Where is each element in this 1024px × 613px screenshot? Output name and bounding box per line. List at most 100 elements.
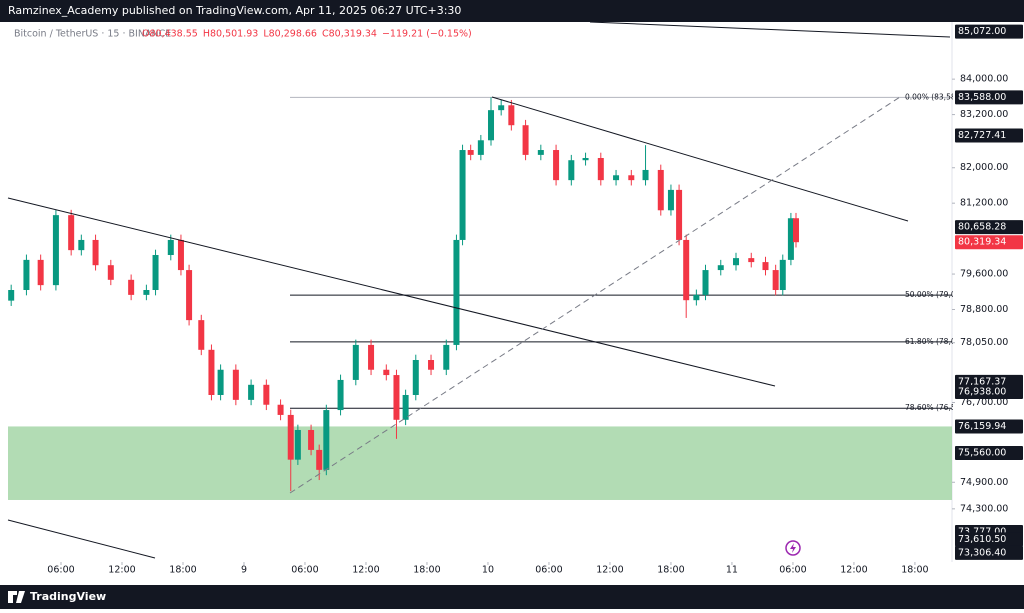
candle-body <box>68 215 75 251</box>
price-axis-bg <box>953 22 1024 582</box>
candle-body <box>287 414 294 460</box>
price-label-box <box>955 419 1023 434</box>
logo-icon <box>8 591 25 603</box>
price-label-box <box>955 545 1023 560</box>
candle-body <box>152 255 159 291</box>
candle-body <box>733 258 740 266</box>
candle-body <box>143 290 150 295</box>
x-tick-label: 06:00 <box>779 565 806 576</box>
x-tick-label: 06:00 <box>291 565 318 576</box>
price-label-box <box>955 384 1023 399</box>
alert-icon[interactable] <box>785 540 801 556</box>
candle-body <box>748 258 755 263</box>
candle-body <box>762 262 769 271</box>
x-tick-label: 12:00 <box>596 565 623 576</box>
price-label: 73,610.50 <box>958 534 1006 545</box>
candle-body <box>693 294 700 301</box>
candle-body <box>667 189 674 211</box>
candle-body <box>167 239 174 256</box>
candle-body <box>488 110 495 141</box>
candle-body <box>316 449 323 470</box>
fib-label: 50.00% (79,0 <box>905 290 956 299</box>
candle-body <box>402 394 409 420</box>
y-tick-label: 84,000.00 <box>960 74 1008 85</box>
trend-line-dashed <box>289 96 901 494</box>
candle-body <box>628 175 635 181</box>
candle-body <box>52 215 59 286</box>
candle-body <box>683 239 690 301</box>
price-label: 75,560.00 <box>958 448 1006 459</box>
candle-body <box>676 189 683 240</box>
footer-bar <box>0 585 1024 609</box>
price-label: 76,159.94 <box>958 421 1006 432</box>
candle-body <box>263 384 270 405</box>
candle-body <box>787 218 794 260</box>
candle-body <box>368 344 375 370</box>
candle-body <box>92 239 99 266</box>
y-tick-label: 82,000.00 <box>960 162 1008 173</box>
candle-body <box>352 344 359 380</box>
x-tick-label: 12:00 <box>352 565 379 576</box>
ohlc-value: −119.21 (−0.15%) <box>382 29 472 40</box>
candle-body <box>177 239 184 271</box>
candle-body <box>657 169 664 211</box>
y-tick-label: 81,200.00 <box>960 198 1008 209</box>
candle-body <box>453 239 460 345</box>
price-label-box <box>955 446 1023 461</box>
x-tick-label: 12:00 <box>840 565 867 576</box>
price-label: 85,072.00 <box>958 26 1006 37</box>
x-tick-label: 18:00 <box>413 565 440 576</box>
candle-body <box>582 157 589 161</box>
ohlc-value: O80,438.55 <box>142 29 198 40</box>
price-label-box <box>955 128 1023 143</box>
x-tick-label: 18:00 <box>169 565 196 576</box>
candle-body <box>393 375 400 420</box>
candle-body <box>337 379 344 411</box>
candle-body <box>717 265 724 271</box>
ohlc-value: C80,319.34 <box>322 29 377 40</box>
candle-body <box>308 429 315 450</box>
candle-body <box>613 175 620 181</box>
logo-text: TradingView <box>30 590 106 603</box>
candle-body <box>568 160 575 181</box>
candle-body <box>553 150 560 181</box>
candle-body <box>208 349 215 395</box>
price-label-box <box>955 532 1023 547</box>
y-tick-label: 76,700.00 <box>960 397 1008 408</box>
ohlc-value: H80,501.93 <box>203 29 259 40</box>
candle-body <box>792 218 799 243</box>
candle-body <box>8 290 15 301</box>
header-title: Ramzinex_Academy published on TradingVie… <box>8 4 461 17</box>
x-tick-label: 11 <box>726 565 738 576</box>
x-tick-label: 9 <box>241 565 247 576</box>
y-tick-label: 79,600.00 <box>960 269 1008 280</box>
candle-body <box>498 105 505 111</box>
candle-body <box>383 369 390 376</box>
candle-body <box>443 344 450 370</box>
trend-line <box>7 519 156 559</box>
x-tick-label: 06:00 <box>535 565 562 576</box>
trend-line <box>491 96 909 222</box>
candle-body <box>23 259 30 291</box>
candle-body <box>277 404 284 415</box>
x-tick-label: 18:00 <box>657 565 684 576</box>
trend-line <box>589 21 951 38</box>
price-label: 80,658.28 <box>958 222 1006 233</box>
candle-body <box>294 429 301 460</box>
header-bar <box>0 0 1024 22</box>
x-tick-label: 10 <box>482 565 494 576</box>
last-price-box <box>955 235 1023 250</box>
x-tick-label: 18:00 <box>901 565 928 576</box>
candle-body <box>779 259 786 291</box>
y-tick-label: 74,900.00 <box>960 477 1008 488</box>
demand-zone <box>8 426 952 500</box>
price-label: 82,727.41 <box>958 130 1006 141</box>
trend-lines <box>7 21 951 559</box>
candle-body <box>217 369 224 395</box>
y-tick-label: 78,800.00 <box>960 304 1008 315</box>
candle-body <box>248 384 255 400</box>
candle-body <box>467 150 474 155</box>
price-label: 77,167.37 <box>958 376 1006 387</box>
price-label-box <box>955 24 1023 39</box>
